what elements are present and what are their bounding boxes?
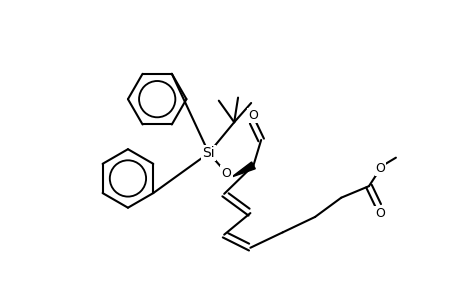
- Polygon shape: [231, 162, 255, 177]
- Text: O: O: [375, 162, 385, 175]
- Text: O: O: [221, 167, 231, 180]
- Text: O: O: [374, 207, 384, 220]
- Text: O: O: [247, 109, 257, 122]
- Text: Si: Si: [202, 146, 215, 160]
